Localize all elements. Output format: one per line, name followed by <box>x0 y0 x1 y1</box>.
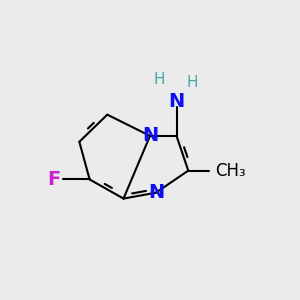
Text: H: H <box>187 75 198 90</box>
Text: F: F <box>48 170 61 189</box>
Text: CH₃: CH₃ <box>215 162 245 180</box>
Text: N: N <box>142 126 158 146</box>
Text: N: N <box>168 92 184 111</box>
Text: H: H <box>153 72 165 87</box>
Text: N: N <box>148 183 164 202</box>
